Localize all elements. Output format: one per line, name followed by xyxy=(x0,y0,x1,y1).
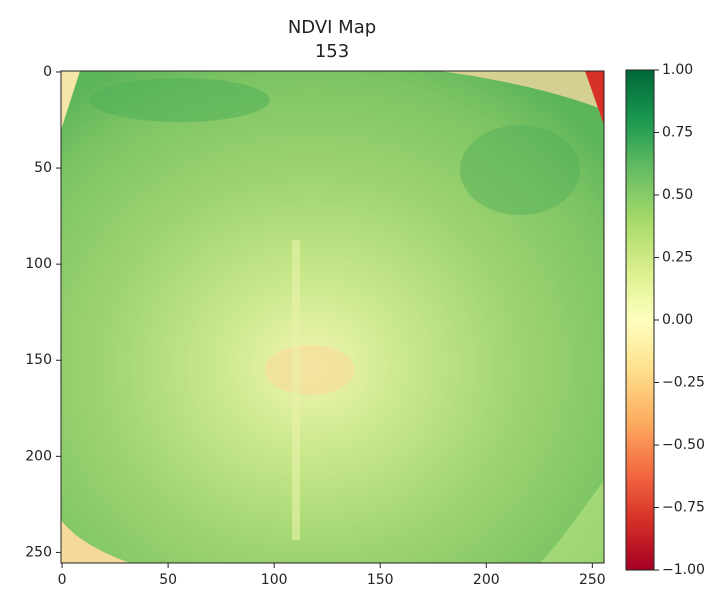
x-tick-label: 50 xyxy=(159,572,177,588)
x-tick-label: 0 xyxy=(58,572,67,588)
x-tick-label: 250 xyxy=(579,572,606,588)
y-tick-label: 200 xyxy=(25,448,52,464)
ndvi-image xyxy=(61,71,604,563)
colorbar-tick-label: 0.00 xyxy=(662,312,693,328)
y-tick-label: 50 xyxy=(34,160,52,176)
y-tick-label: 0 xyxy=(43,64,52,80)
colorbar-tick-label: 1.00 xyxy=(662,62,693,78)
chart-subtitle: 153 xyxy=(315,41,349,62)
colorbar-tick-label: −0.75 xyxy=(662,500,705,516)
x-tick-label: 200 xyxy=(473,572,500,588)
x-tick-label: 150 xyxy=(367,572,394,588)
x-tick-label: 100 xyxy=(261,572,288,588)
y-tick-label: 250 xyxy=(25,544,52,560)
colorbar-tick-label: −1.00 xyxy=(662,562,705,578)
axes-frame xyxy=(60,70,605,564)
chart-title: NDVI Map xyxy=(288,17,376,38)
colorbar xyxy=(625,69,655,571)
colorbar-tick-label: 0.25 xyxy=(662,250,693,266)
colorbar-tick-label: −0.25 xyxy=(662,375,705,391)
y-tick-label: 150 xyxy=(25,352,52,368)
colorbar-tick-label: −0.50 xyxy=(662,437,705,453)
y-tick-label: 100 xyxy=(25,256,52,272)
colorbar-tick-label: 0.50 xyxy=(662,187,693,203)
colorbar-tick-label: 0.75 xyxy=(662,125,693,141)
